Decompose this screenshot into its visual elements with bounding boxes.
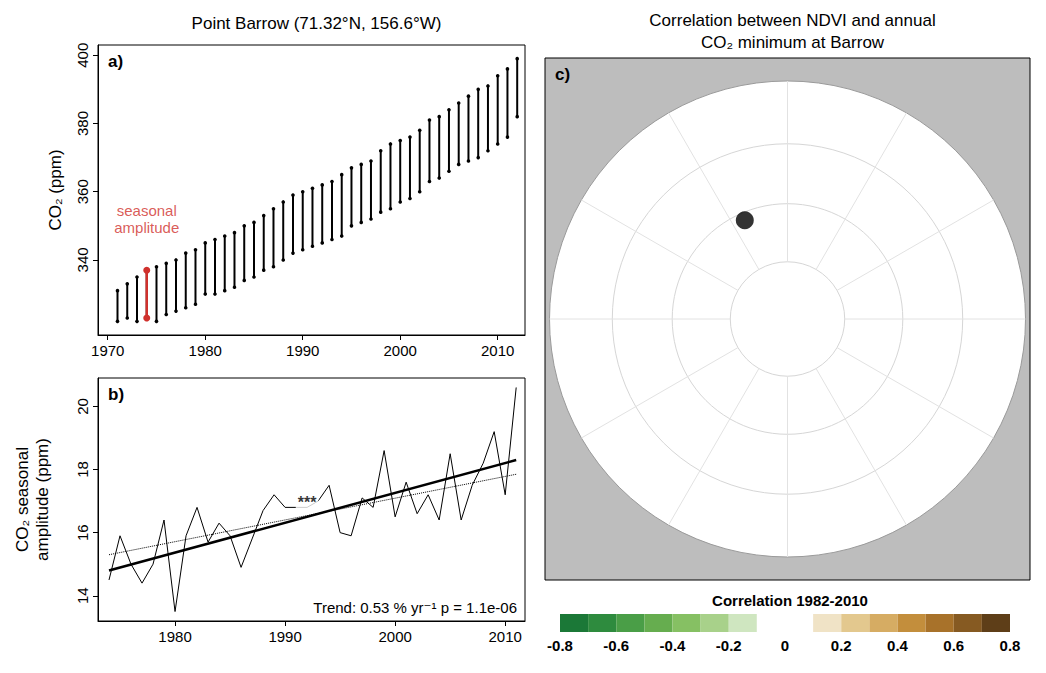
svg-text:0.2: 0.2 — [831, 637, 852, 654]
svg-text:340: 340 — [74, 247, 91, 272]
svg-text:0.4: 0.4 — [887, 637, 909, 654]
svg-text:CO₂ seasonal: CO₂ seasonal — [13, 447, 32, 552]
svg-text:1970: 1970 — [91, 342, 124, 359]
svg-text:amplitude: amplitude — [114, 219, 179, 236]
svg-text:16: 16 — [74, 524, 91, 541]
svg-text:-0.2: -0.2 — [716, 637, 742, 654]
svg-text:1980: 1980 — [189, 342, 222, 359]
svg-text:2010: 2010 — [489, 628, 522, 645]
svg-text:1990: 1990 — [268, 628, 301, 645]
svg-text:Correlation between NDVI and a: Correlation between NDVI and annual — [649, 11, 935, 30]
svg-text:amplitude (ppm): amplitude (ppm) — [33, 438, 52, 561]
svg-text:2000: 2000 — [378, 628, 411, 645]
svg-text:18: 18 — [74, 461, 91, 478]
svg-text:seasonal: seasonal — [117, 202, 177, 219]
svg-text:400: 400 — [74, 43, 91, 68]
svg-text:14: 14 — [74, 587, 91, 604]
svg-text:-0.6: -0.6 — [603, 637, 629, 654]
svg-text:b): b) — [108, 385, 124, 404]
svg-text:0: 0 — [781, 637, 789, 654]
svg-text:***: *** — [298, 494, 317, 511]
svg-text:1980: 1980 — [158, 628, 191, 645]
svg-text:20: 20 — [74, 398, 91, 415]
svg-text:380: 380 — [74, 111, 91, 136]
svg-text:0.6: 0.6 — [943, 637, 964, 654]
svg-text:0.8: 0.8 — [1000, 637, 1021, 654]
svg-text:a): a) — [108, 52, 123, 71]
svg-text:2000: 2000 — [384, 342, 417, 359]
svg-text:c): c) — [555, 65, 570, 84]
svg-text:-0.4: -0.4 — [660, 637, 687, 654]
svg-text:Point Barrow (71.32°N, 156.6°W: Point Barrow (71.32°N, 156.6°W) — [192, 14, 442, 33]
svg-text:CO₂ (ppm): CO₂ (ppm) — [46, 149, 65, 230]
svg-text:2010: 2010 — [481, 342, 514, 359]
svg-text:1990: 1990 — [286, 342, 319, 359]
svg-text:360: 360 — [74, 179, 91, 204]
svg-text:-0.8: -0.8 — [547, 637, 573, 654]
svg-text:CO₂ minimum at Barrow: CO₂ minimum at Barrow — [701, 33, 885, 52]
svg-text:Trend: 0.53 % yr⁻¹ p = 1.1e-06: Trend: 0.53 % yr⁻¹ p = 1.1e-06 — [313, 599, 517, 616]
svg-text:Correlation 1982-2010: Correlation 1982-2010 — [712, 592, 868, 609]
